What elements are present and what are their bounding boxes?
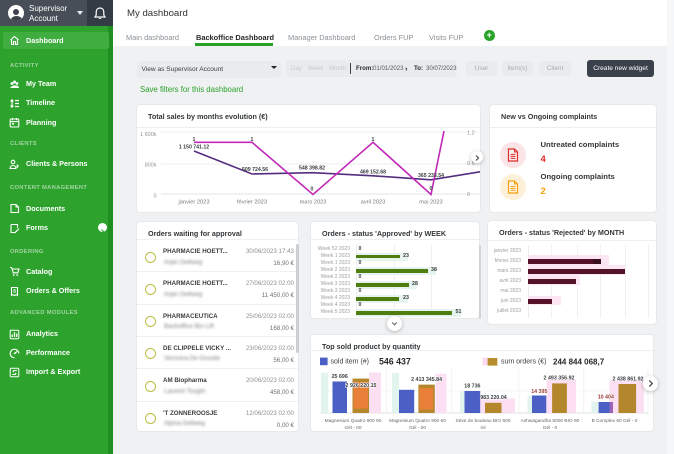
svg-text:983 220.04: 983 220.04 xyxy=(480,395,507,401)
svg-text:14 395: 14 395 xyxy=(531,389,547,395)
svg-text:mai 2023: mai 2023 xyxy=(419,200,442,206)
svg-text:509 724.56: 509 724.56 xyxy=(242,167,268,173)
svg-text:Magnesium Quatro 900 90: Magnesium Quatro 900 90 xyxy=(325,418,382,424)
svg-text:469 152.68: 469 152.68 xyxy=(360,170,386,176)
svg-text:1: 1 xyxy=(372,137,375,143)
svg-text:0: 0 xyxy=(467,192,470,198)
svg-text:2 438 861.92: 2 438 861.92 xyxy=(613,376,644,382)
svg-text:25 696: 25 696 xyxy=(332,374,348,380)
svg-text:546 437: 546 437 xyxy=(379,357,411,367)
svg-text:B Complex 60 Gél - 0: B Complex 60 Gél - 0 xyxy=(592,418,638,424)
svg-text:ml: ml xyxy=(480,425,485,431)
svg-text:365 233.54: 365 233.54 xyxy=(418,173,444,179)
svg-text:janvier 2023: janvier 2023 xyxy=(178,200,210,206)
svg-text:1: 1 xyxy=(251,137,254,143)
svg-text:Gél - 00: Gél - 00 xyxy=(409,425,426,431)
svg-text:0: 0 xyxy=(311,187,314,193)
svg-text:1: 1 xyxy=(193,137,196,143)
svg-text:10 404: 10 404 xyxy=(598,395,614,401)
svg-text:mars 2023: mars 2023 xyxy=(300,200,327,206)
svg-text:sum orders (€): sum orders (€) xyxy=(501,359,547,366)
svg-text:1 600k: 1 600k xyxy=(140,132,157,138)
svg-text:0.6: 0.6 xyxy=(467,161,475,167)
svg-text:800k: 800k xyxy=(145,163,157,169)
svg-text:2 926 220.15: 2 926 220.15 xyxy=(346,383,377,389)
svg-text:548 398.82: 548 398.82 xyxy=(299,166,325,172)
svg-text:Sève de bouleau BIO 500: Sève de bouleau BIO 500 xyxy=(456,418,511,424)
svg-text:avril 2023: avril 2023 xyxy=(361,200,386,206)
svg-text:février 2023: février 2023 xyxy=(237,200,267,206)
svg-text:Gél - 0: Gél - 0 xyxy=(543,425,558,431)
svg-text:1.2: 1.2 xyxy=(467,131,475,137)
svg-text:0: 0 xyxy=(430,186,433,192)
svg-text:18 736: 18 736 xyxy=(464,383,480,389)
svg-text:2 413 345.84: 2 413 345.84 xyxy=(411,377,442,383)
svg-text:Magnesium Quatro 900 60: Magnesium Quatro 900 60 xyxy=(389,418,446,424)
svg-text:2 493 356.92: 2 493 356.92 xyxy=(544,376,575,382)
svg-text:0: 0 xyxy=(153,194,156,200)
svg-text:1 150 741.12: 1 150 741.12 xyxy=(179,145,209,151)
svg-text:sold item (#): sold item (#) xyxy=(331,359,370,366)
svg-text:Ashwagandha 5000 BIO 90: Ashwagandha 5000 BIO 90 xyxy=(521,418,580,424)
svg-text:244 844 068,7: 244 844 068,7 xyxy=(553,358,605,367)
svg-text:Gél - 00: Gél - 00 xyxy=(344,425,361,431)
